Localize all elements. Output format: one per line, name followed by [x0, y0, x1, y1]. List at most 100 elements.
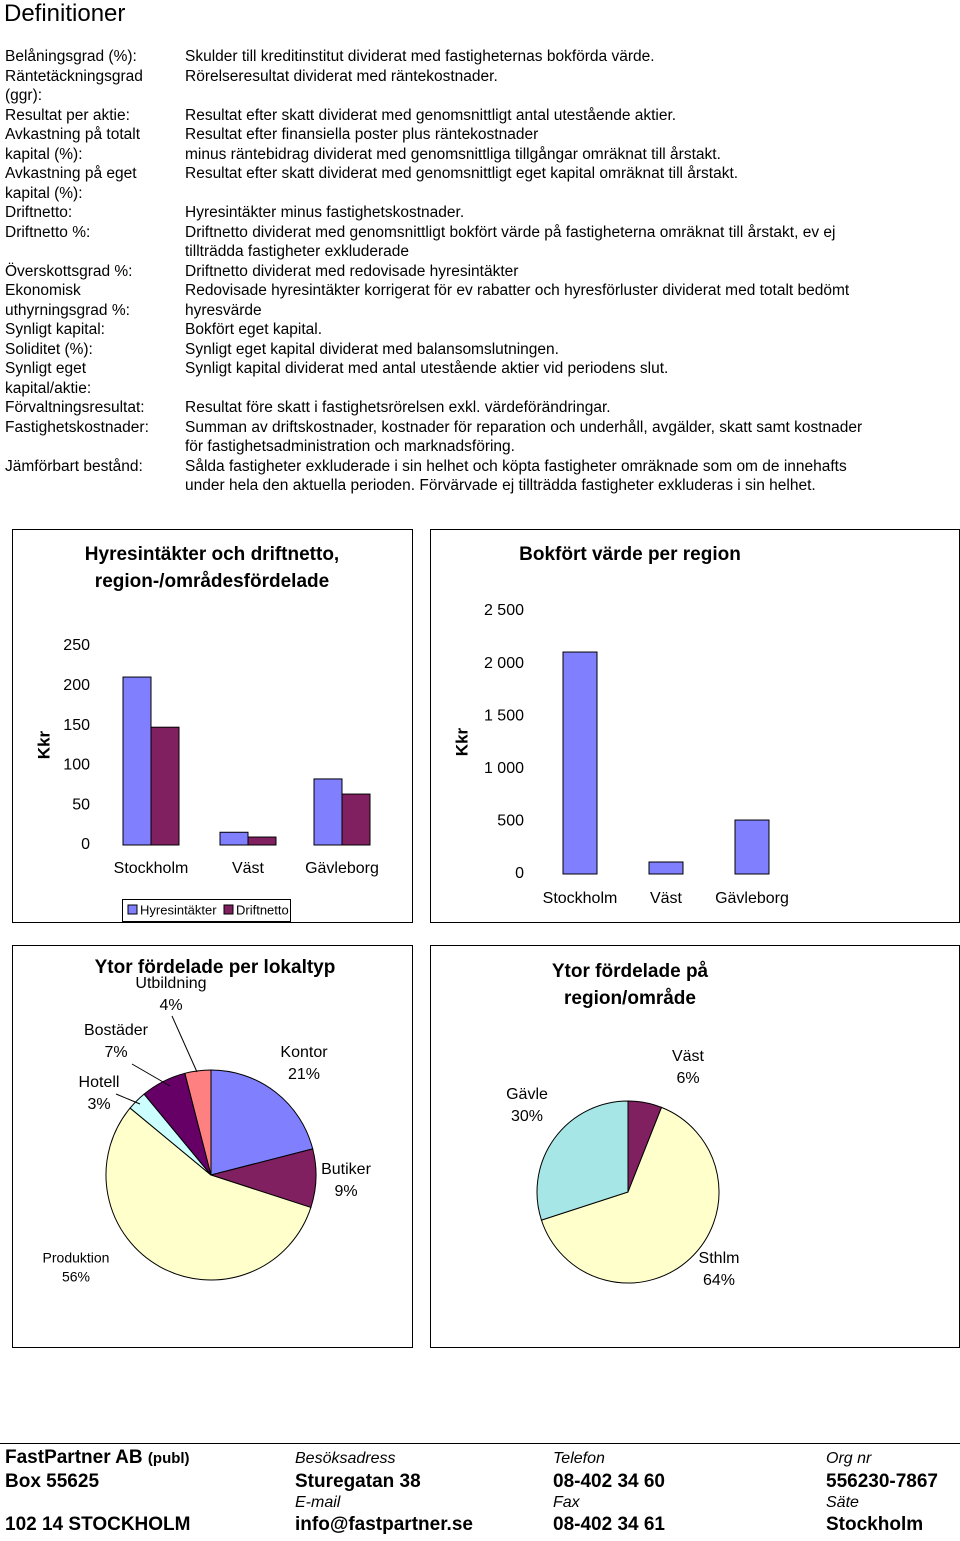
x-tick-label: Stockholm: [114, 860, 189, 877]
desc-line: Hyresintäkter minus fastighetskostnader.: [185, 204, 465, 221]
desc-line: Driftnetto dividerat med redovisade hyre…: [185, 262, 519, 280]
chart-title: Ytor fördelade per lokaltyp: [95, 957, 336, 978]
desc-line: minus räntebidrag dividerat med genomsni…: [185, 145, 721, 163]
bar: [122, 676, 152, 846]
y-tick-label: 150: [63, 717, 90, 734]
y-tick-label: 200: [63, 677, 90, 694]
definition-text: Resultat efter skatt dividerat med genom…: [185, 106, 955, 126]
term-line: Synligt kapital:: [5, 321, 105, 338]
definition-text: Sålda fastigheter exkluderade i sin helh…: [185, 457, 955, 496]
pie-slice: [210, 1069, 314, 1176]
definition-text: Resultat efter skatt dividerat med genom…: [185, 164, 955, 203]
term-line: Jämförbart bestånd:: [5, 457, 143, 475]
chart-title: Ytor fördelade på: [552, 961, 709, 982]
definition-term: Driftnetto %:: [5, 223, 185, 262]
definition-term: Överskottsgrad %:: [5, 262, 185, 282]
term-line: Ekonomisk: [5, 282, 81, 299]
desc-line: Resultat före skatt i fastighetsrörelsen…: [185, 399, 611, 416]
y-tick-label: 2 500: [484, 602, 524, 619]
desc-line: hyresvärde: [185, 301, 262, 319]
term-line: uthyrningsgrad %:: [5, 301, 130, 319]
y-tick-label: 100: [63, 757, 90, 774]
x-tick-label: Stockholm: [543, 890, 618, 907]
definition-term: Avkastning på eget kapital (%):: [5, 164, 185, 203]
y-axis-label: Kkr: [34, 730, 53, 759]
definition-term: Ekonomisk uthyrningsgrad %:: [5, 281, 185, 320]
x-tick-label: Väst: [650, 890, 683, 907]
slice-label: Bostäder: [84, 1022, 149, 1039]
footer-value: 08-402 34 60: [553, 1471, 665, 1492]
term-line: (ggr):: [5, 87, 43, 104]
slice-value-label: 64%: [703, 1272, 735, 1289]
desc-line: Synligt eget kapital dividerat med balan…: [185, 340, 559, 358]
desc-line: Redovisade hyresintäkter korrigerat för …: [185, 282, 850, 299]
definition-text: Driftnetto dividerat med genomsnittligt …: [185, 223, 955, 262]
footer-label: Org nr: [826, 1450, 872, 1467]
footer-label: Säte: [826, 1494, 859, 1511]
pie-slice: [536, 1100, 629, 1221]
slice-label: Produktion: [43, 1250, 110, 1266]
footer-label: Besöksadress: [295, 1450, 396, 1467]
term-line: Resultat per aktie:: [5, 106, 130, 124]
y-tick-label: 1 000: [484, 760, 524, 777]
definition-term: Förvaltningsresultat:: [5, 398, 185, 418]
slice-value-label: 56%: [62, 1269, 90, 1285]
footer-value: Stockholm: [826, 1514, 924, 1535]
pie-slice: [105, 1107, 312, 1281]
definition-term: Resultat per aktie:: [5, 106, 185, 126]
desc-line: Summan av driftskostnader, kostnader för…: [185, 418, 863, 436]
footer-company: FastPartner AB (publ): [5, 1447, 190, 1469]
leader-line: [171, 1015, 198, 1073]
bar: [734, 819, 770, 875]
definition-text: Resultat före skatt i fastighetsrörelsen…: [185, 398, 955, 418]
slice-value-label: 9%: [334, 1183, 357, 1200]
y-tick-label: 50: [72, 796, 90, 813]
term-line: Avkastning på eget: [5, 165, 137, 182]
leader-line: [131, 1063, 171, 1087]
definition-text: Synligt eget kapital dividerat med balan…: [185, 340, 955, 360]
footer-label: Fax: [553, 1494, 580, 1511]
bar: [648, 861, 684, 875]
chart-title: Bokfört värde per region: [519, 544, 741, 565]
term-line: Avkastning på totalt: [5, 126, 140, 143]
bar: [150, 726, 180, 846]
desc-line: Bokfört eget kapital.: [185, 321, 322, 338]
footer-value: Box 55625: [5, 1471, 100, 1492]
definition-term: Synligt eget kapital/aktie:: [5, 359, 185, 398]
footer-value: 102 14 STOCKHOLM: [5, 1514, 191, 1535]
footer-value: 556230-7867: [826, 1471, 938, 1492]
definition-text: Hyresintäkter minus fastighetskostnader.: [185, 203, 955, 223]
definition-text: Redovisade hyresintäkter korrigerat för …: [185, 281, 955, 320]
term-line: Driftnetto %:: [5, 223, 91, 241]
term-line: Synligt eget: [5, 360, 86, 377]
legend-swatch: [127, 904, 138, 915]
chart-title: region-/områdesfördelade: [95, 571, 329, 592]
footer-label: Telefon: [553, 1450, 605, 1467]
slice-value-label: 6%: [676, 1070, 699, 1087]
term-line: kapital (%):: [5, 145, 83, 163]
chart-frame: [12, 529, 413, 923]
x-tick-label: Gävleborg: [305, 860, 379, 877]
definition-term: Avkastning på totalt kapital (%):: [5, 125, 185, 164]
footer-label: E-mail: [295, 1494, 341, 1511]
slice-label: Gävle: [506, 1086, 548, 1103]
bar: [247, 836, 277, 846]
definition-term: Soliditet (%):: [5, 340, 185, 360]
legend-label: Hyresintäkter: [140, 902, 217, 917]
definition-text: Resultat efter finansiella poster plus r…: [185, 125, 955, 164]
slice-label: Butiker: [321, 1161, 371, 1178]
x-tick-label: Väst: [232, 860, 265, 877]
y-tick-label: 0: [515, 865, 524, 882]
slice-label: Hotell: [79, 1074, 120, 1091]
slice-value-label: 4%: [159, 997, 182, 1014]
definition-term: Jämförbart bestånd:: [5, 457, 185, 496]
legend-frame: [122, 899, 291, 922]
legend-label: Driftnetto: [236, 902, 289, 917]
slice-value-label: 7%: [104, 1044, 127, 1061]
definition-text: Rörelseresultat dividerat med räntekostn…: [185, 67, 955, 106]
term-line: Soliditet (%):: [5, 340, 93, 358]
company: FastPartner AB: [5, 1447, 143, 1468]
term-line: Driftnetto:: [5, 204, 73, 221]
y-axis-label: Kkr: [452, 727, 471, 756]
desc-line: Rörelseresultat dividerat med räntekostn…: [185, 67, 498, 85]
